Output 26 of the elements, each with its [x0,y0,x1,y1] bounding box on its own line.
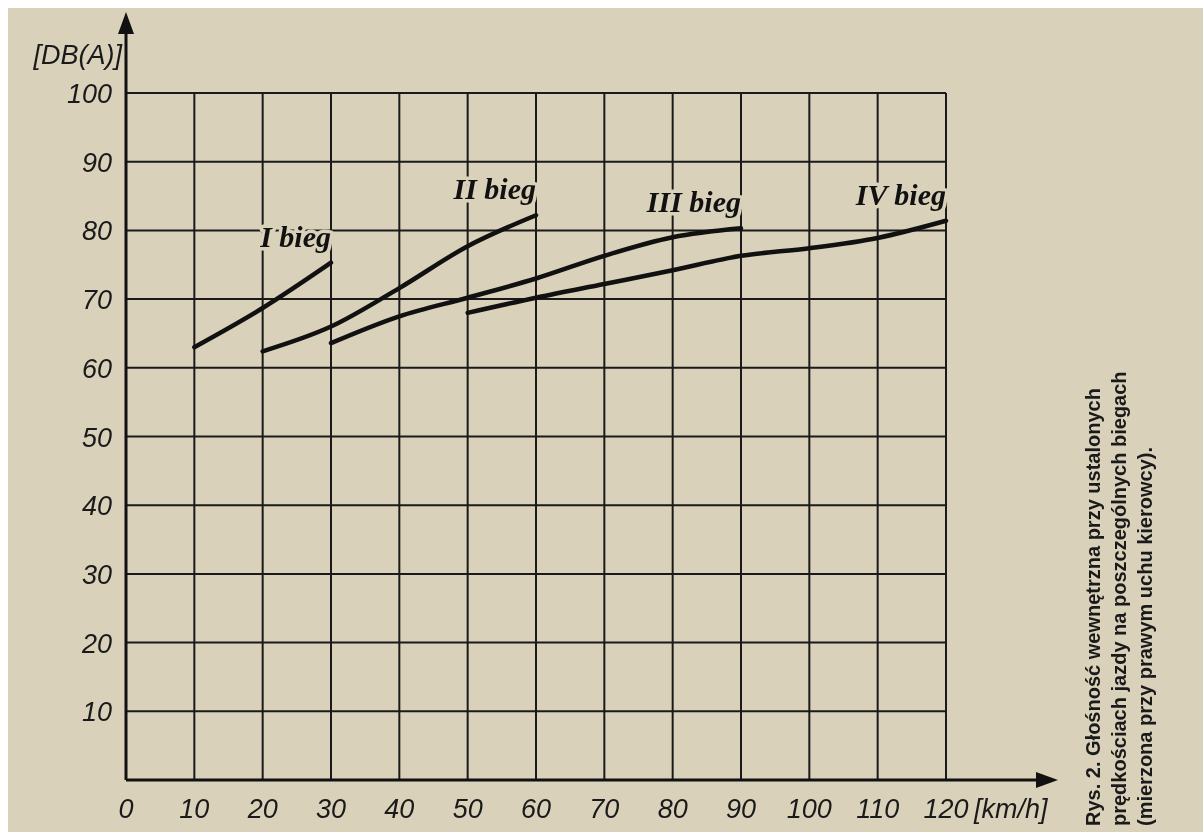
y-tick-label: 70 [81,285,112,316]
y-tick-label: 10 [81,697,112,728]
y-tick-label: 20 [80,628,112,659]
y-tick-label: 40 [81,491,112,522]
x-tick-label: 120 [923,794,969,824]
y-tick-label: 30 [81,559,112,590]
x-tick-label: 110 [856,794,900,824]
y-tick-label: 100 [66,79,112,109]
y-tick-label: 60 [81,353,112,384]
y-tick-label: 80 [81,216,112,247]
x-tick-label: 90 [725,794,757,824]
text: Rys. 2. Głośność wewnętrzna przy ustalonych prędkościach jazdy na poszczególnych biegach (mierzona przy prawym uchu kierowcy). [1082,371,1156,826]
x-axis-title: [km/h] [973,794,1050,824]
x-tick-label: 0 [118,794,134,824]
y-tick-label: 50 [81,422,112,453]
x-tick-label: 50 [452,794,483,824]
x-tick-label: 30 [315,794,347,824]
y-tick-label: 90 [81,147,112,178]
x-tick-label: 40 [384,794,415,824]
x-tick-label: 10 [179,794,210,824]
x-tick-label: 70 [589,794,620,824]
x-tick-label: 100 [786,794,832,824]
x-tick-label: 80 [657,794,688,824]
x-tick-label: 60 [520,794,552,824]
y-axis-title: [DB(A)] [32,40,124,70]
x-tick-label: 20 [246,794,278,824]
